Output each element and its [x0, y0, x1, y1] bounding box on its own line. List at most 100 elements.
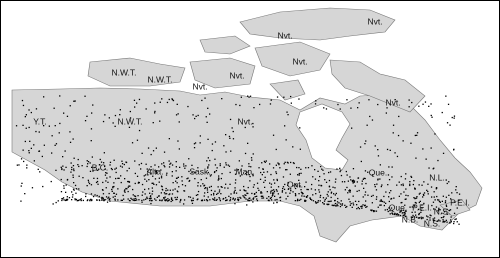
dot [357, 177, 359, 179]
dot [121, 163, 124, 165]
dot [98, 164, 101, 166]
dot [195, 115, 197, 117]
dot [194, 178, 196, 180]
dot [204, 97, 206, 99]
dot [138, 181, 140, 183]
region-label: Nvt. [277, 30, 292, 40]
dot [285, 169, 287, 171]
dot [421, 204, 423, 206]
dot [436, 195, 438, 198]
dot [310, 188, 313, 190]
dot [357, 206, 359, 209]
dot [150, 202, 152, 205]
dot [117, 199, 119, 201]
dot [66, 198, 69, 200]
dot [26, 164, 28, 166]
dot [441, 200, 443, 202]
dot [86, 199, 88, 202]
dot [152, 122, 154, 124]
mainland [11, 87, 483, 243]
dot [54, 144, 56, 146]
dot [366, 124, 368, 126]
dot [234, 199, 236, 201]
dot [281, 191, 283, 193]
dot [191, 164, 193, 166]
dot [245, 194, 247, 196]
dot [168, 98, 170, 101]
dot [264, 161, 266, 163]
dot [438, 219, 440, 221]
dot [225, 164, 227, 166]
dot [400, 175, 402, 178]
dot [220, 177, 222, 180]
dot [176, 196, 178, 198]
dot [158, 177, 160, 179]
dot [456, 221, 458, 223]
dot [72, 174, 74, 176]
dot [61, 168, 63, 171]
region-label: N.W.T. [111, 67, 136, 77]
dot [43, 125, 45, 127]
dot [28, 109, 30, 111]
dot [252, 201, 254, 203]
dot [99, 199, 101, 202]
dot [446, 208, 448, 211]
dot [346, 174, 348, 176]
dot [175, 161, 177, 163]
dot [415, 197, 418, 199]
dot [399, 211, 401, 213]
dot [269, 197, 272, 200]
dot [404, 178, 407, 180]
dot [188, 196, 190, 198]
dot [285, 192, 287, 194]
dot [71, 196, 74, 198]
region-label: Sask. [189, 166, 210, 176]
dot [188, 158, 190, 160]
dot [414, 205, 416, 207]
dot [246, 174, 248, 176]
dot [102, 193, 105, 195]
dot [334, 187, 336, 189]
dot [109, 176, 111, 178]
dot [348, 198, 350, 200]
region-label: Nvt. [192, 81, 207, 91]
dot [365, 182, 367, 185]
dot [229, 200, 231, 202]
dot [134, 160, 136, 162]
dot [179, 201, 181, 203]
dot [430, 103, 432, 105]
dot [284, 183, 286, 186]
dot [408, 99, 410, 101]
dot [72, 138, 74, 140]
dot [168, 138, 170, 140]
dot [211, 149, 213, 152]
dot [91, 112, 93, 114]
dot [233, 192, 235, 194]
dot [167, 200, 170, 202]
dot [241, 174, 243, 176]
dot [52, 203, 54, 205]
dot [72, 188, 75, 190]
dot [166, 200, 169, 202]
dot [114, 114, 117, 117]
dot [149, 198, 152, 200]
dot [371, 202, 373, 204]
dot [270, 173, 272, 176]
dot [168, 166, 171, 168]
dot [70, 162, 72, 164]
dot [77, 164, 79, 166]
dot [199, 135, 201, 137]
dot [159, 120, 161, 122]
dot [38, 131, 40, 133]
dot [286, 169, 288, 171]
dot [266, 191, 268, 193]
dot [290, 188, 292, 190]
dot [328, 179, 331, 182]
island [239, 7, 396, 41]
dot [144, 174, 147, 176]
dot [247, 199, 249, 202]
dot [218, 197, 220, 199]
dot [185, 165, 187, 167]
dot [82, 177, 84, 179]
dot [63, 199, 65, 201]
